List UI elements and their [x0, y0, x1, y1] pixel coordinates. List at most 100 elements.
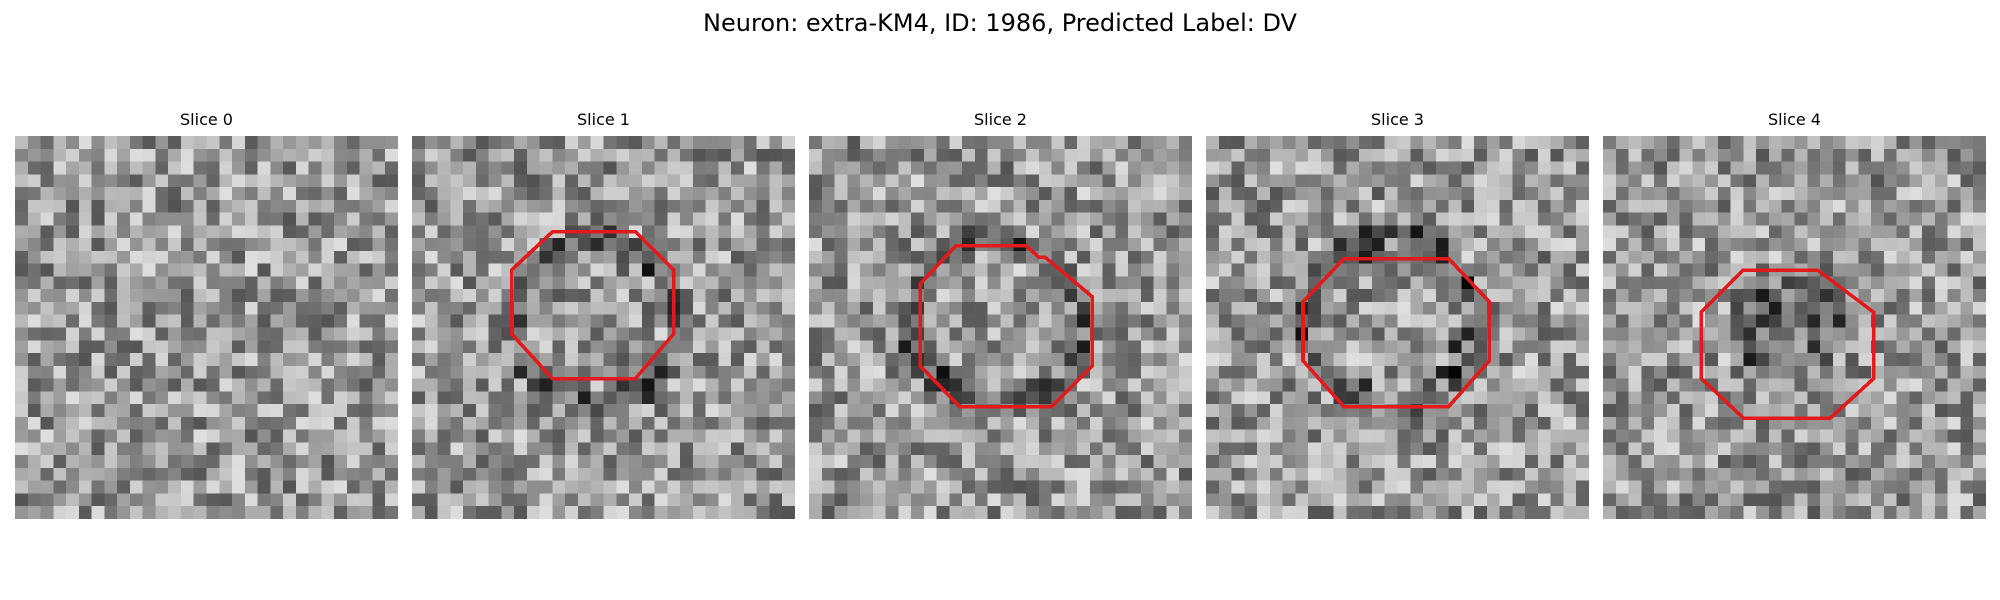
pixel [680, 327, 694, 341]
pixel [295, 161, 309, 175]
pixel [1346, 314, 1360, 328]
pixel [923, 480, 937, 494]
pixel [1153, 480, 1167, 494]
pixel [834, 174, 848, 188]
pixel [308, 238, 322, 252]
pixel [1807, 340, 1821, 354]
pixel [1820, 480, 1834, 494]
pixel [782, 416, 795, 430]
pixel [437, 353, 451, 367]
pixel [514, 148, 528, 162]
pixel [1603, 238, 1617, 252]
pixel [872, 289, 886, 303]
pixel [1692, 340, 1706, 354]
pixel [1947, 327, 1961, 341]
pixel [219, 493, 233, 507]
pixel [1934, 187, 1948, 201]
pixel [1282, 289, 1296, 303]
pixel [1628, 391, 1642, 405]
pixel [769, 250, 783, 264]
pixel [1000, 353, 1014, 367]
pixel [40, 391, 54, 405]
pixel [1218, 301, 1232, 315]
pixel [501, 136, 515, 150]
pixel [1947, 353, 1961, 367]
pixel [1384, 314, 1398, 328]
pixel [53, 136, 67, 150]
pixel [1128, 148, 1142, 162]
pixel [1717, 365, 1731, 379]
pixel [936, 365, 950, 379]
pixel [1244, 442, 1258, 456]
pixel [1576, 314, 1589, 328]
pixel [232, 442, 246, 456]
pixel [603, 174, 617, 188]
pixel [206, 365, 220, 379]
pixel [1166, 480, 1180, 494]
pixel [1654, 429, 1668, 443]
pixel [1807, 327, 1821, 341]
pixel [1794, 148, 1808, 162]
pixel [40, 289, 54, 303]
pixel [1077, 404, 1091, 418]
pixel [667, 148, 681, 162]
pixel [283, 404, 297, 418]
pixel [1576, 391, 1589, 405]
pixel [15, 199, 29, 213]
pixel [872, 455, 886, 469]
pixel [27, 250, 41, 264]
pixel [15, 187, 29, 201]
pixel [372, 404, 386, 418]
pixel [270, 212, 284, 226]
pixel [654, 263, 668, 277]
pixel [860, 225, 874, 239]
pixel [129, 391, 143, 405]
pixel [1333, 314, 1347, 328]
slice-image [15, 136, 398, 519]
pixel [1794, 378, 1808, 392]
pixel [53, 199, 67, 213]
pixel [1384, 212, 1398, 226]
pixel [949, 353, 963, 367]
pixel [1947, 506, 1961, 519]
pixel [424, 263, 438, 277]
pixel [809, 429, 823, 443]
pixel [295, 340, 309, 354]
pixel [257, 174, 271, 188]
pixel [872, 378, 886, 392]
pixel [91, 314, 105, 328]
pixel [117, 238, 131, 252]
pixel [450, 199, 464, 213]
pixel [1064, 225, 1078, 239]
pixel [1448, 314, 1462, 328]
pixel [1026, 301, 1040, 315]
pixel [1743, 314, 1757, 328]
pixel [1486, 391, 1500, 405]
pixel [385, 174, 398, 188]
pixel [1743, 467, 1757, 481]
pixel [1692, 276, 1706, 290]
pixel [1308, 455, 1322, 469]
pixel [936, 301, 950, 315]
pixel [898, 136, 912, 150]
pixel [1615, 378, 1629, 392]
pixel [1845, 136, 1859, 150]
pixel [705, 429, 719, 443]
pixel [1384, 416, 1398, 430]
pixel [1768, 301, 1782, 315]
pixel [1140, 429, 1154, 443]
pixel [1871, 429, 1885, 443]
pixel [1115, 404, 1129, 418]
pixel [680, 404, 694, 418]
pixel [872, 238, 886, 252]
pixel [1423, 289, 1437, 303]
pixel [78, 353, 92, 367]
pixel [1781, 187, 1795, 201]
pixel [1820, 301, 1834, 315]
pixel [463, 480, 477, 494]
pixel [692, 365, 706, 379]
pixel [769, 276, 783, 290]
pixel [1064, 429, 1078, 443]
pixel [949, 148, 963, 162]
pixel [1654, 174, 1668, 188]
